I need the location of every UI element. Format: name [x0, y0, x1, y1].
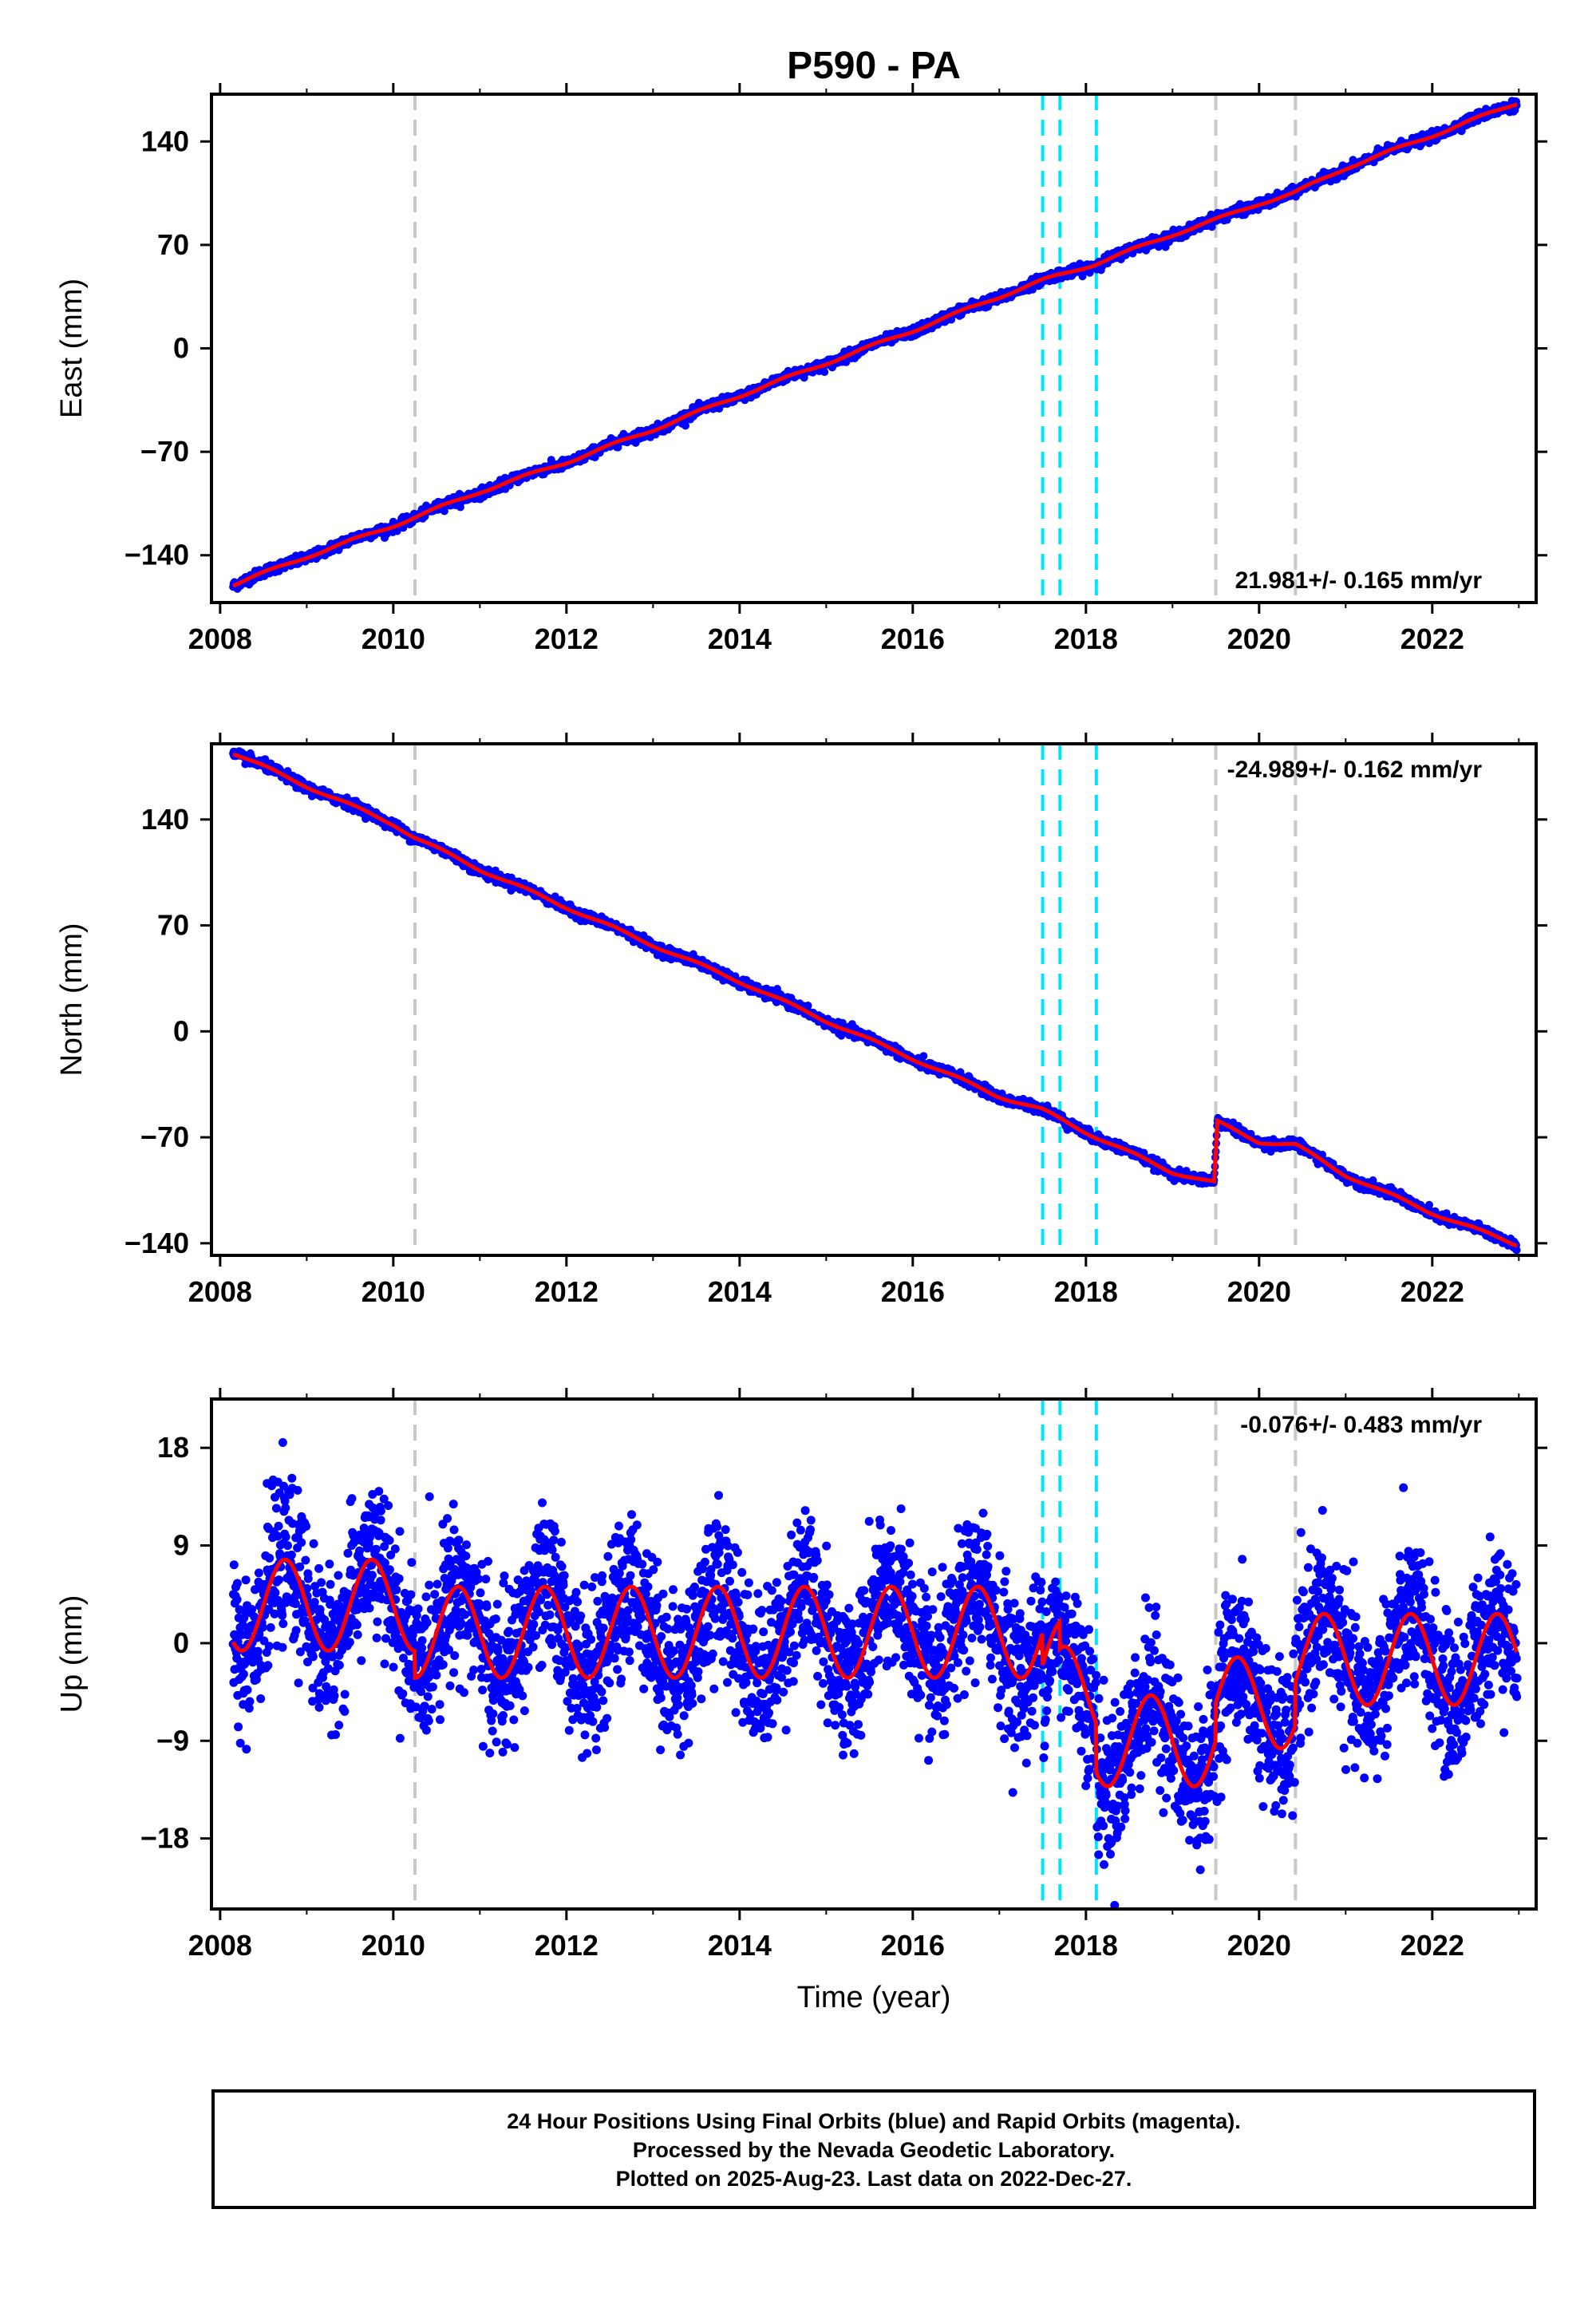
- y-tick-label: −70: [140, 435, 189, 468]
- plot-area: [229, 744, 1521, 1255]
- data-point: [681, 421, 689, 430]
- plot-area: [229, 94, 1521, 603]
- x-tick-label: 2012: [535, 622, 598, 655]
- x-tick-label: 2008: [188, 622, 252, 655]
- rate-label: 21.981+/- 0.165 mm/yr: [1235, 567, 1483, 594]
- x-tick-label: 2018: [1054, 622, 1118, 655]
- y-tick-label: 140: [141, 124, 189, 157]
- y-tick-label: 0: [173, 332, 189, 365]
- data-point: [261, 755, 270, 764]
- x-tick-label: 2016: [881, 622, 945, 655]
- x-tick-label: 2020: [1227, 622, 1291, 655]
- data-point: [919, 1052, 928, 1061]
- y-axis-label: East (mm): [55, 279, 89, 418]
- north-panel: 2008 2010 2012 2014 2016 2018 2020 2022140700−7…: [55, 733, 1547, 1308]
- y-tick-label: 70: [157, 228, 189, 261]
- chart-title: P590 - PA: [787, 45, 961, 87]
- data-point: [820, 368, 829, 377]
- x-tick-label: 2014: [708, 622, 772, 655]
- data-point: [804, 1002, 812, 1010]
- data-points: [229, 747, 1521, 1255]
- east-panel: 2008 2010 2012 2014 2016 2018 2020 2022 140 70 0 −7…: [55, 83, 1547, 655]
- x-tick-label: 2022: [1400, 622, 1464, 655]
- y-tick-label: −140: [124, 539, 189, 571]
- model-fit-line: [232, 102, 1518, 588]
- x-tick-label: 2010: [361, 622, 425, 655]
